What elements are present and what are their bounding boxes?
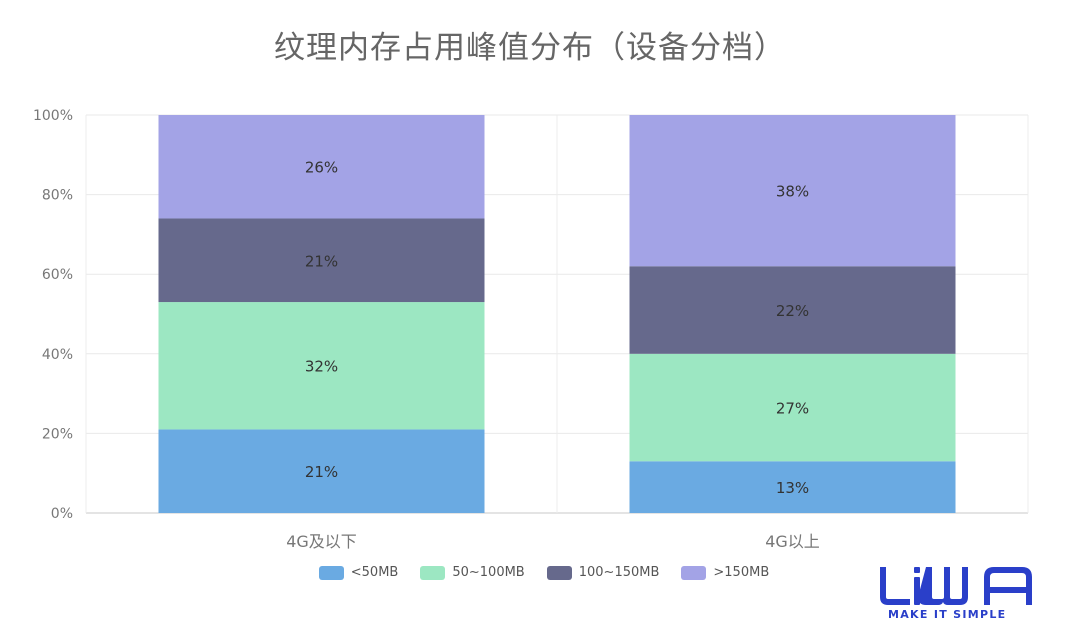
data-label: 26% [305,159,338,177]
legend-item[interactable]: >150MB [681,565,769,580]
legend-item[interactable]: <50MB [318,565,399,580]
brand-logo: MAKE IT SIMPLE [876,563,1036,623]
x-axis: 4G及以下 4G以上 [286,532,820,551]
data-label: 38% [776,183,809,201]
bar-segment [629,353,956,462]
legend-label: 50~100MB [452,565,525,580]
y-tick-label: 60% [42,267,73,283]
legend-label: <50MB [350,565,399,580]
brand-tagline: MAKE IT SIMPLE [888,608,1007,621]
legend-label: 100~150MB [578,565,660,580]
legend-item[interactable]: 50~100MB [420,565,525,580]
data-label: 22% [776,302,809,320]
data-label: 21% [305,252,338,270]
bar-stacks: 21% 32% 21% 26% 13% 27% 22% 38% [158,115,956,513]
bar-segment [629,115,956,267]
legend-swatch [420,565,446,580]
data-label: 13% [776,479,809,497]
legend-swatch [681,565,707,580]
data-label: 21% [305,463,338,481]
bar-segment [158,429,485,513]
chart-title: 纹理内存占用峰值分布（设备分档） [274,30,786,66]
legend-swatch [546,565,572,580]
y-tick-label: 40% [42,347,73,363]
x-tick-label: 4G以上 [765,532,820,551]
data-label: 32% [305,358,338,376]
y-axis: 0% 20% 40% 60% 80% 100% [33,108,73,522]
data-label: 27% [776,400,809,418]
bar-segment [629,461,956,513]
liwa-logo-icon [880,567,1032,605]
legend-item[interactable]: 100~150MB [546,565,660,580]
legend-label: >150MB [713,565,770,580]
y-tick-label: 100% [33,108,73,124]
y-tick-label: 20% [42,426,73,442]
bar-segment [158,302,485,430]
bar-segment [629,266,956,354]
bar-segment [158,218,485,303]
bar-segment [158,115,485,219]
legend-swatch [318,565,344,580]
y-tick-label: 80% [42,188,73,204]
legend: <50MB 50~100MB 100~150MB >150MB [0,565,1080,580]
y-tick-label: 0% [51,506,73,522]
x-tick-label: 4G及以下 [286,532,357,551]
